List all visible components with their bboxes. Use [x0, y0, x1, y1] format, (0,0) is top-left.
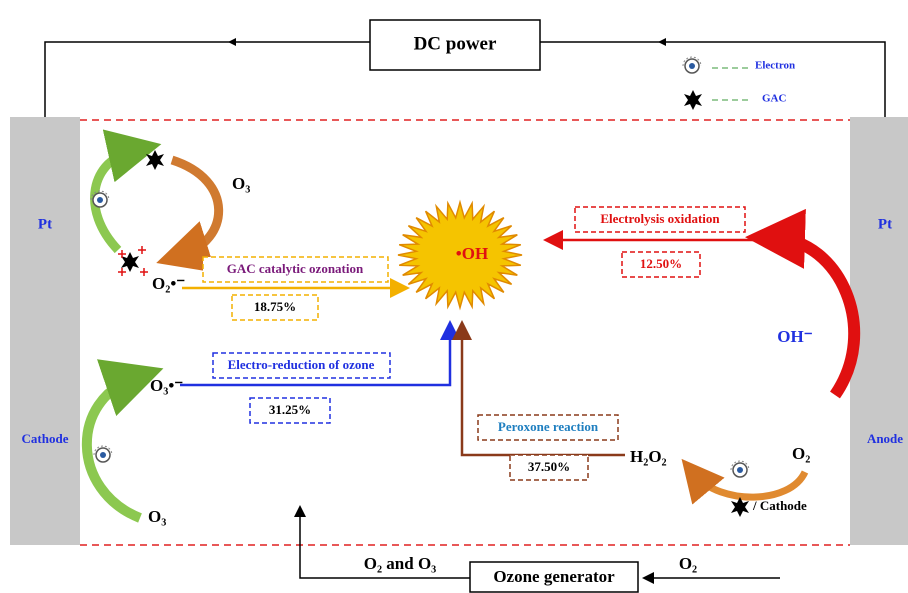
species-label: O₂: [792, 444, 810, 463]
feed-input: O₂: [679, 554, 697, 573]
wire: [540, 42, 885, 117]
pathway-name: Electrolysis oxidation: [600, 211, 720, 226]
diagram: DC power Electron GAC Pt Pt Cathode Anod…: [0, 0, 908, 593]
pathway-share: 18.75%: [254, 299, 296, 314]
species-label: O₃•⁻: [150, 376, 183, 395]
electron-icon: [731, 461, 749, 477]
species-label: O₂•⁻: [152, 274, 185, 293]
electron-icon: [94, 446, 112, 462]
gac-icon: [684, 90, 702, 110]
generator-label: Ozone generator: [493, 567, 615, 586]
cycle-arrow: [172, 160, 219, 255]
legend-label: GAC: [762, 93, 787, 105]
gac-icon: [146, 150, 164, 170]
oxidation-arrow: [775, 238, 854, 395]
legend-label: Electron: [755, 60, 795, 72]
electrode-label: Pt: [38, 216, 52, 232]
species-label: H₂O₂: [630, 447, 667, 466]
electron-icon: [683, 57, 701, 73]
wire: [45, 42, 370, 117]
pathway-share: 12.50%: [640, 256, 682, 271]
pathway-name: GAC catalytic ozonation: [227, 261, 364, 276]
left-electrode: [10, 117, 80, 545]
pathway-name: Electro-reduction of ozone: [228, 357, 375, 372]
feed-output: O₂ and O₃: [364, 554, 437, 573]
power-label: DC power: [414, 33, 497, 54]
cycle-arrow: [87, 378, 140, 518]
pathway-name: Peroxone reaction: [498, 419, 599, 434]
electrode-label: Pt: [878, 216, 892, 232]
radical-label: •OH: [456, 244, 488, 263]
cathode-note: / Cathode: [752, 498, 807, 513]
electrode-label: Anode: [867, 431, 903, 446]
species-label: O₃: [232, 174, 250, 193]
pathway-share: 31.25%: [269, 402, 311, 417]
species-label: OH⁻: [777, 327, 812, 346]
pathway-share: 37.50%: [528, 459, 570, 474]
cycle-arrow: [695, 472, 805, 497]
gac-icon: [121, 252, 139, 272]
electrode-label: Cathode: [22, 431, 69, 446]
species-label: O₃: [148, 507, 166, 526]
